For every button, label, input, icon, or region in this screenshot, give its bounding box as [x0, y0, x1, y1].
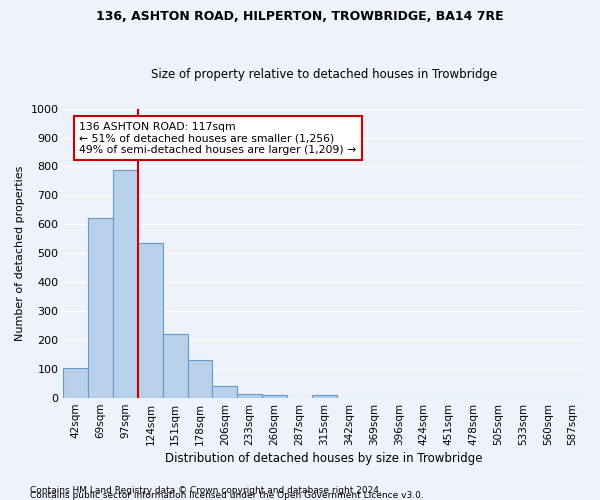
Bar	[64, 368, 88, 398]
Bar	[188, 360, 212, 398]
Bar	[88, 218, 113, 398]
Text: Contains HM Land Registry data © Crown copyright and database right 2024.: Contains HM Land Registry data © Crown c…	[30, 486, 382, 495]
Bar	[138, 242, 163, 398]
Y-axis label: Number of detached properties: Number of detached properties	[15, 166, 25, 341]
Bar	[212, 386, 237, 398]
Bar	[237, 394, 262, 398]
Text: Contains public sector information licensed under the Open Government Licence v3: Contains public sector information licen…	[30, 491, 424, 500]
Bar	[113, 170, 138, 398]
X-axis label: Distribution of detached houses by size in Trowbridge: Distribution of detached houses by size …	[166, 452, 483, 465]
Text: 136 ASHTON ROAD: 117sqm
← 51% of detached houses are smaller (1,256)
49% of semi: 136 ASHTON ROAD: 117sqm ← 51% of detache…	[79, 122, 356, 155]
Bar	[262, 395, 287, 398]
Bar	[163, 334, 188, 398]
Bar	[312, 395, 337, 398]
Title: Size of property relative to detached houses in Trowbridge: Size of property relative to detached ho…	[151, 68, 497, 81]
Text: 136, ASHTON ROAD, HILPERTON, TROWBRIDGE, BA14 7RE: 136, ASHTON ROAD, HILPERTON, TROWBRIDGE,…	[96, 10, 504, 23]
